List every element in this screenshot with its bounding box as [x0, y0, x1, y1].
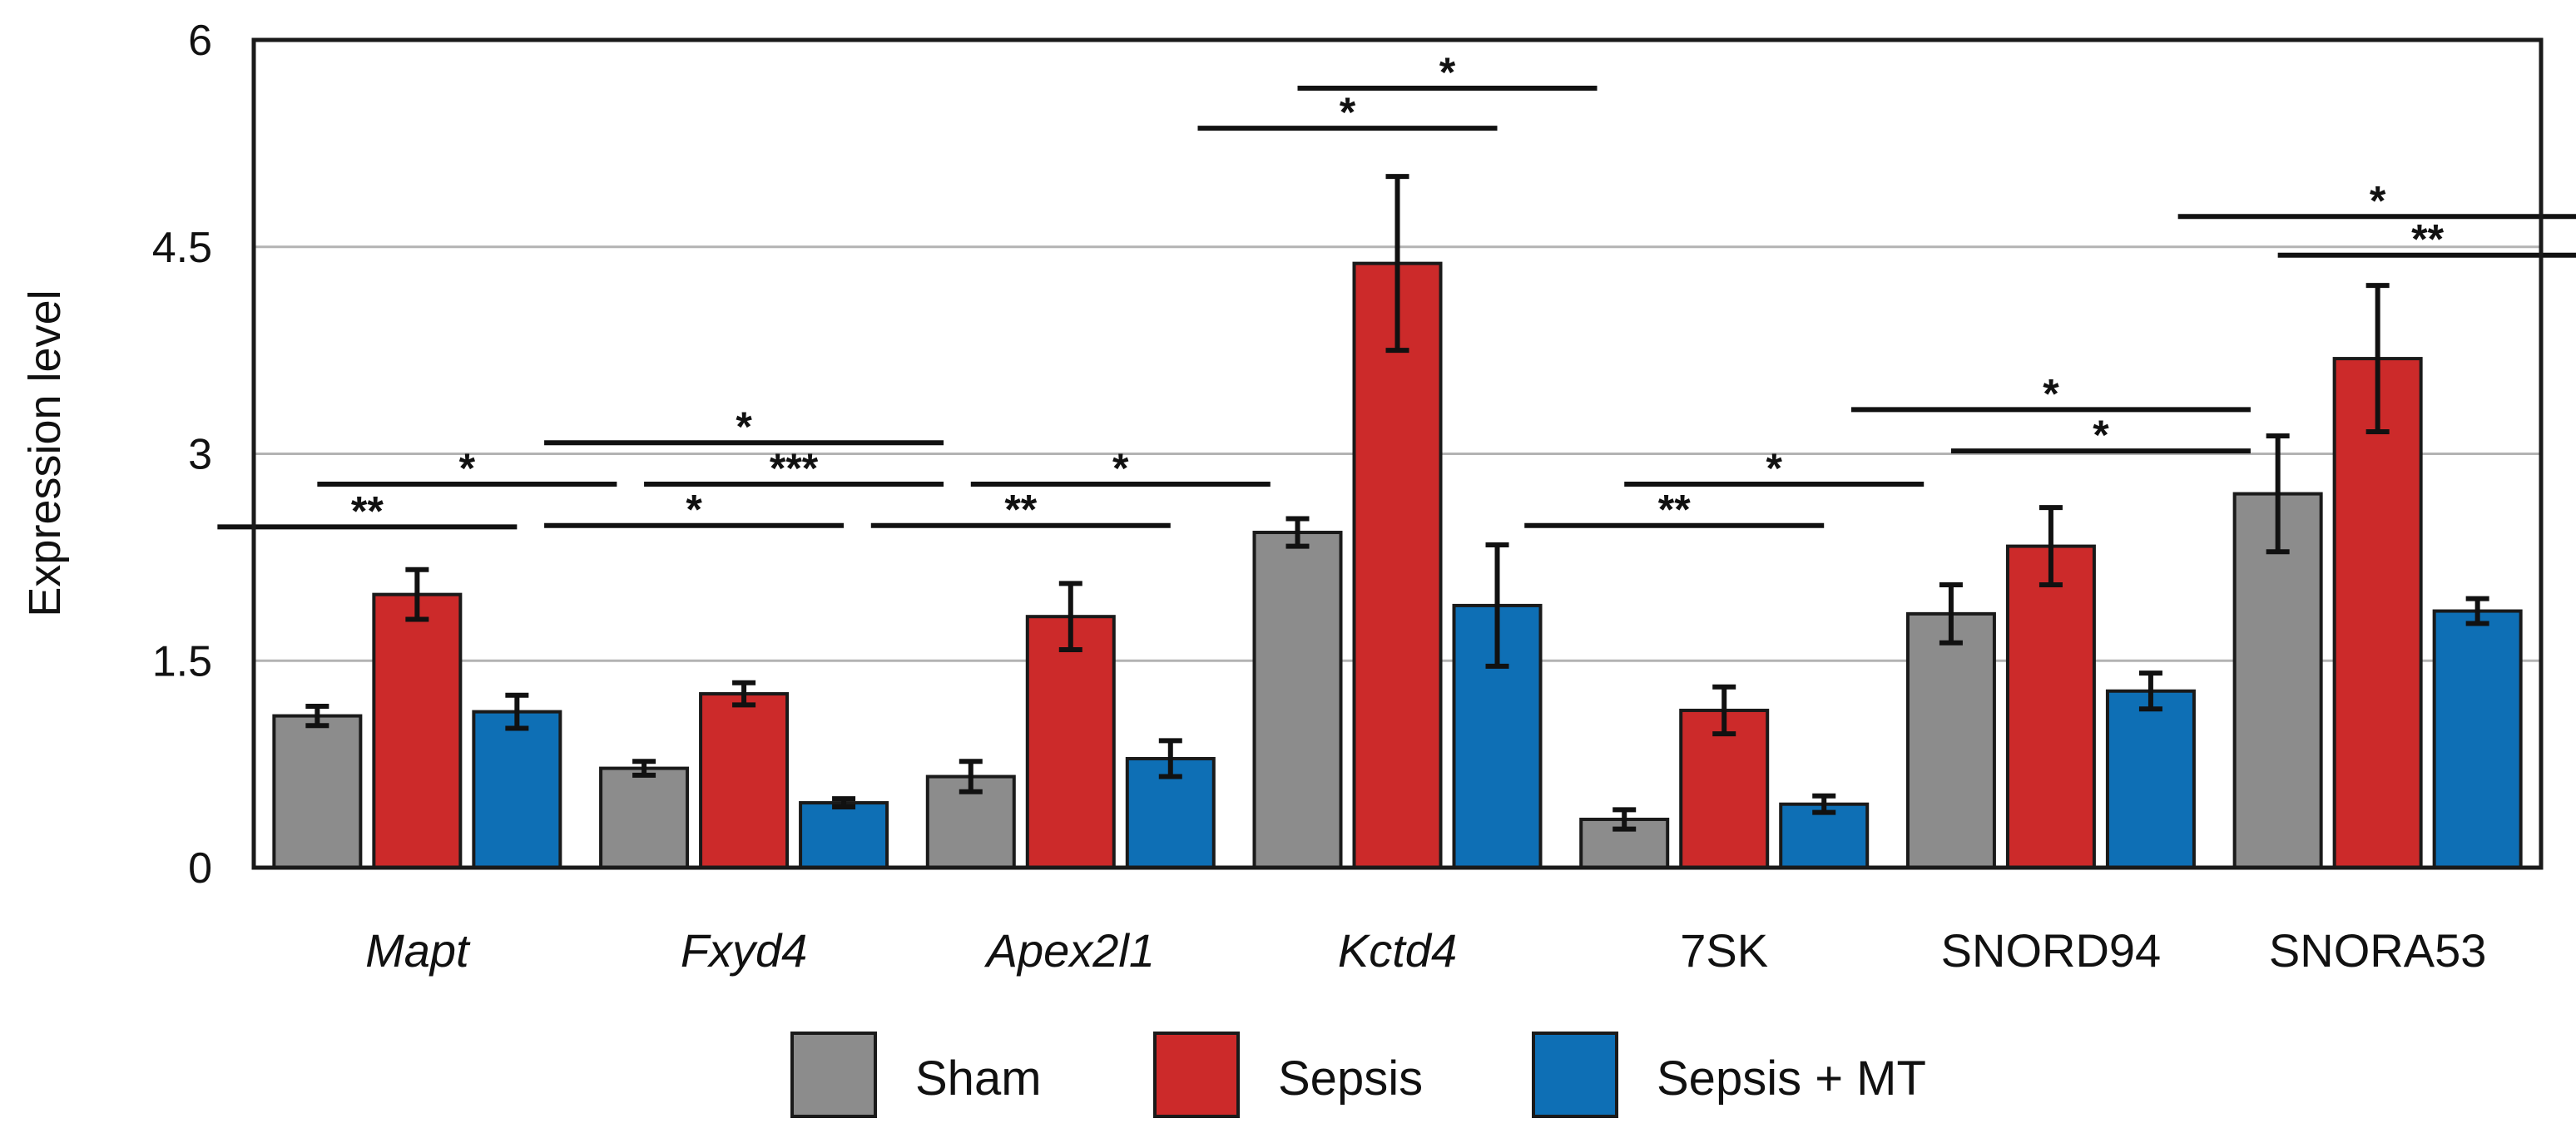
- legend-swatch: [790, 1032, 877, 1118]
- significance-label: *: [459, 445, 476, 492]
- significance-label: *: [2093, 412, 2109, 458]
- bar: [1252, 531, 1343, 870]
- legend: Sham Sepsis Sepsis + MT: [790, 1032, 1926, 1118]
- legend-swatch: [1532, 1032, 1618, 1118]
- significance-label: *: [2043, 370, 2059, 417]
- error-bars: [305, 174, 2489, 832]
- legend-swatch: [1153, 1032, 1240, 1118]
- bar: [2232, 492, 2323, 869]
- category-label: SNORA53: [2269, 924, 2486, 977]
- y-axis-ticks: 0 1.5 3 4.5 6: [152, 17, 212, 893]
- significance-label: *: [1766, 445, 1782, 492]
- category-label: Kctd4: [1338, 924, 1457, 977]
- y-tick-label: 4.5: [152, 224, 212, 272]
- category-label: Fxyd4: [681, 924, 808, 977]
- significance-label: **: [351, 487, 384, 534]
- bar: [1905, 611, 1996, 869]
- plot-frame: [251, 37, 2544, 870]
- bar: [2332, 357, 2423, 869]
- y-tick-label: 3: [188, 431, 212, 479]
- bar: [2005, 544, 2096, 869]
- y-tick-label: 0: [188, 844, 212, 893]
- significance-label: ***: [770, 445, 819, 492]
- y-tick-label: 1.5: [152, 637, 212, 685]
- bar: [372, 592, 463, 870]
- bar: [272, 714, 363, 869]
- significance-label: *: [2370, 177, 2386, 224]
- bar: [1025, 615, 1116, 870]
- bar: [2432, 609, 2523, 869]
- significance-label: **: [1658, 487, 1691, 533]
- significance-brackets: *********************: [217, 49, 2576, 534]
- legend-label: Sepsis: [1278, 1051, 1423, 1106]
- y-tick-label: 6: [188, 17, 212, 65]
- bar: [799, 801, 889, 870]
- significance-label: *: [1112, 445, 1129, 492]
- y-axis-label: Expression level: [20, 289, 70, 616]
- bar: [2105, 689, 2196, 869]
- significance-label: **: [2411, 216, 2444, 263]
- significance-label: *: [1439, 49, 1456, 96]
- bar: [472, 710, 562, 869]
- category-label: Mapt: [365, 924, 471, 977]
- legend-label: Sepsis + MT: [1657, 1051, 1926, 1106]
- category-label: SNORD94: [1941, 924, 2162, 977]
- significance-label: *: [1340, 89, 1356, 136]
- bar: [699, 692, 790, 869]
- legend-label: Sham: [915, 1051, 1042, 1106]
- significance-label: *: [736, 403, 752, 450]
- category-label: Apex2l1: [984, 924, 1155, 977]
- x-axis-categories: Mapt Fxyd4 Apex2l1 Kctd4 7SK SNORD94 SNORA53: [365, 924, 2486, 977]
- significance-label: **: [1004, 487, 1037, 533]
- bar: [1352, 261, 1443, 869]
- bar: [599, 766, 690, 869]
- significance-label: *: [686, 487, 702, 533]
- bars: [272, 261, 2523, 870]
- category-label: 7SK: [1680, 924, 1768, 977]
